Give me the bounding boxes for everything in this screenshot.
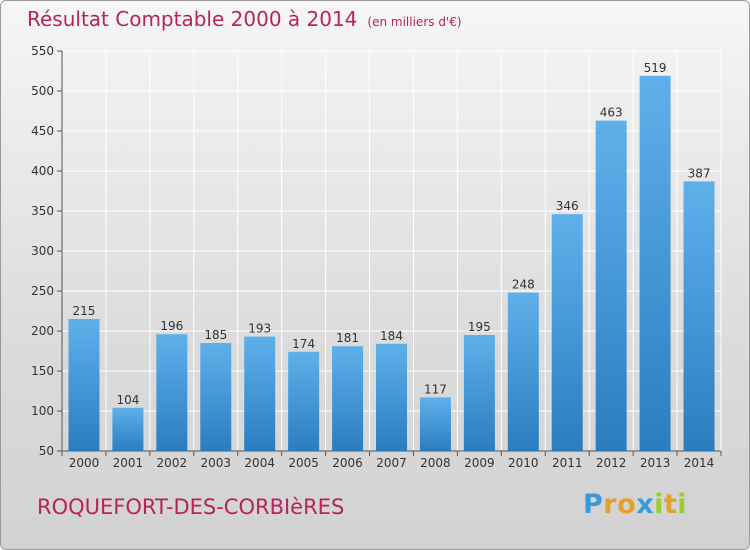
value-label-2012: 463 [600, 106, 623, 120]
x-tick-label-2008: 2008 [420, 456, 451, 470]
bar-2010 [507, 292, 539, 451]
logo-letter: i [654, 489, 664, 520]
value-label-2007: 184 [380, 329, 403, 343]
chart-title: Résultat Comptable 2000 à 2014 (en millie… [27, 7, 462, 31]
value-labels: 215 104 196 185 193 174 181 184 117 195 248 346 463 5… [73, 61, 711, 407]
y-tick-label: 550 [31, 44, 54, 58]
x-tick-label-2004: 2004 [244, 456, 275, 470]
bar-2014 [683, 181, 715, 451]
bar-2003 [200, 343, 232, 451]
x-tick-label-2006: 2006 [332, 456, 363, 470]
value-label-2008: 117 [424, 382, 447, 396]
value-label-2001: 104 [116, 393, 139, 407]
y-tick-label: 250 [31, 284, 54, 298]
x-tick-label-2002: 2002 [157, 456, 188, 470]
bar-2001 [112, 407, 144, 451]
axes: 50 100 150 200 250 300 350 400 450 500 550 2000 2001… [31, 44, 722, 470]
x-tick-label-2013: 2013 [640, 456, 671, 470]
y-tick-label: 100 [31, 404, 54, 418]
bar-2007 [376, 343, 407, 451]
x-tick-label-2010: 2010 [508, 456, 539, 470]
value-label-2003: 185 [204, 328, 227, 342]
chart-subtitle: (en milliers d'€) [367, 15, 462, 29]
x-tick-label-2003: 2003 [200, 456, 231, 470]
x-tick-label-2011: 2011 [552, 456, 583, 470]
bar-2002 [156, 334, 188, 451]
y-tick-label: 350 [31, 204, 54, 218]
x-tick-label-2009: 2009 [464, 456, 495, 470]
logo-letter: r [603, 489, 618, 520]
logo-letter: P [583, 489, 604, 520]
x-tick-label-2001: 2001 [113, 456, 144, 470]
commune-name: ROQUEFORT-DES-CORBIèRES [37, 495, 345, 519]
bar-2011 [551, 214, 583, 451]
chart-title-text: Résultat Comptable 2000 à 2014 [27, 7, 358, 31]
value-label-2000: 215 [73, 304, 96, 318]
bars [68, 75, 715, 452]
y-tick-label: 300 [31, 244, 54, 258]
x-tick-label-2005: 2005 [288, 456, 319, 470]
value-label-2005: 174 [292, 337, 315, 351]
logo-letter: o [617, 489, 637, 520]
value-label-2011: 346 [556, 199, 579, 213]
value-label-2013: 519 [644, 61, 667, 75]
logo-letter: x [636, 489, 655, 520]
y-tick-label: 450 [31, 124, 54, 138]
bar-2009 [463, 335, 495, 451]
bar-2006 [332, 346, 364, 451]
value-label-2009: 195 [468, 320, 491, 334]
bar-2013 [639, 75, 671, 452]
x-tick-label-2014: 2014 [684, 456, 715, 470]
y-tick-label: 200 [31, 324, 54, 338]
x-tick-label-2000: 2000 [69, 456, 100, 470]
value-label-2004: 193 [248, 322, 271, 336]
value-label-2014: 387 [688, 166, 711, 180]
value-label-2002: 196 [160, 319, 183, 333]
bar-2004 [244, 336, 276, 451]
y-tick-label: 50 [39, 444, 54, 458]
x-tick-label-2007: 2007 [376, 456, 407, 470]
y-tick-label: 150 [31, 364, 54, 378]
bar-2005 [288, 351, 320, 451]
bar-2012 [595, 120, 627, 451]
proxiti-logo: Proxiti [583, 489, 687, 520]
bar-2000 [68, 319, 100, 451]
y-tick-label: 500 [31, 84, 54, 98]
logo-letter: i [677, 489, 688, 520]
y-tick-label: 400 [31, 164, 54, 178]
value-label-2010: 248 [512, 278, 535, 292]
value-label-2006: 181 [336, 331, 359, 345]
bar-2008 [419, 397, 451, 451]
x-tick-label-2012: 2012 [596, 456, 627, 470]
logo-letter: t [663, 489, 678, 520]
